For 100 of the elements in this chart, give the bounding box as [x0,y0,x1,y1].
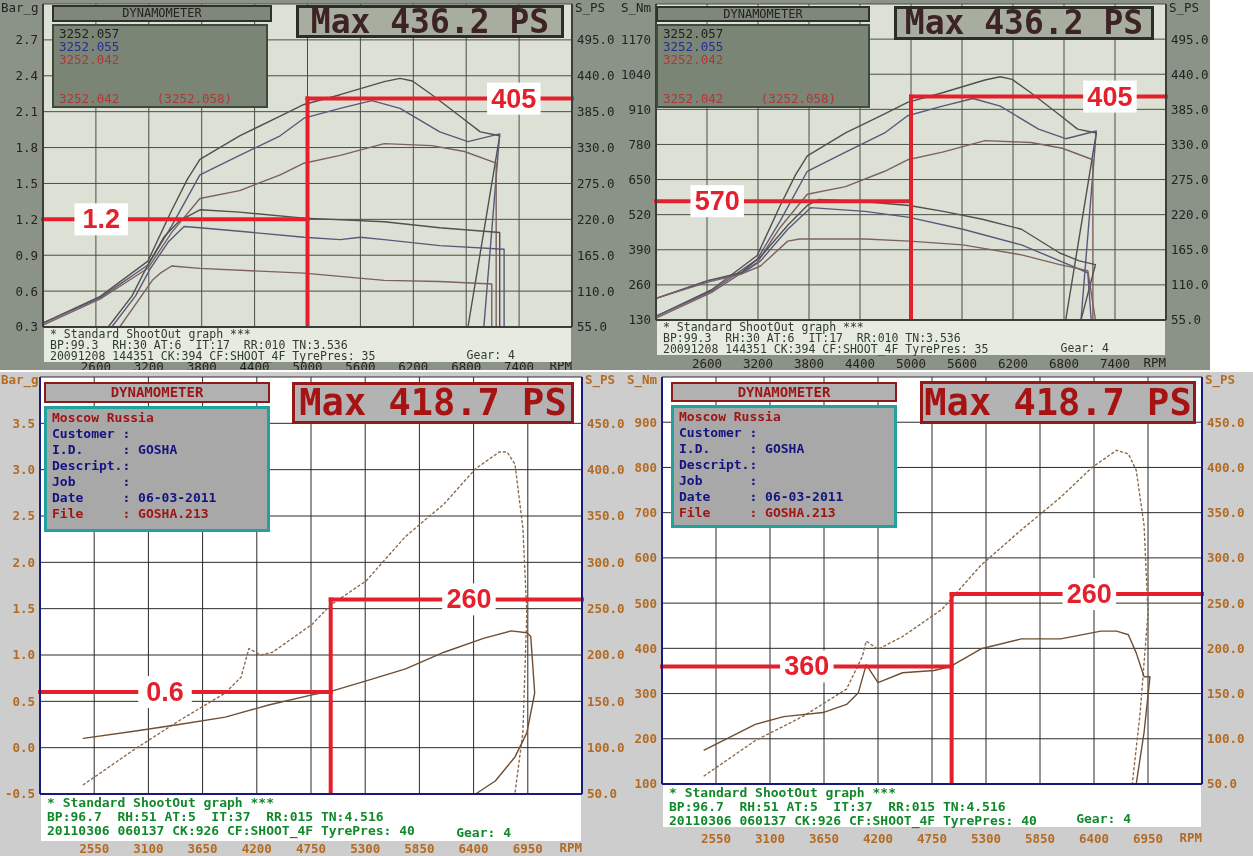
y-axis-title: S_Nm [621,0,652,15]
y-tick-label: 2.5 [12,508,35,524]
x-axis-title: RPM [1179,829,1202,847]
y-tick-label: 1170 [620,31,651,47]
y2-tick-label: 220.0 [577,211,615,227]
annotation: Moscow Russia [52,410,155,426]
text: * Standard ShootOut graph *** [47,795,275,810]
annotation: 3252.042 [663,52,725,67]
y-tick-label: 1.2 [15,211,38,227]
y-tick-label: 3.0 [12,462,35,478]
y-tick-label: 800 [634,459,657,475]
y-axis-title: Bar_g [1,0,39,15]
y2-tick-label: 450.0 [587,415,625,431]
y-tick-label: 0.0 [12,740,35,756]
annotation: Job : [52,474,132,490]
y2-tick-label: 385.0 [577,104,615,120]
y2-tick-label: 110.0 [577,283,615,299]
y-tick-label: 1.0 [12,647,35,663]
text: BP:96.7 RH:51 AT:5 IT:37 RR:015 TN:4.516 [669,799,1006,814]
y2-axis-title: S_PS [1205,372,1236,387]
x-tick-label: 3800 [793,355,825,371]
y2-tick-label: 350.0 [587,508,625,524]
annotation: File : GOSHA.213 [52,506,210,522]
y2-tick-label: 330.0 [1171,136,1209,152]
ref-line-label: 360 [784,651,830,682]
annotation: Descript.: [52,458,132,474]
x-tick-label: 6950 [1132,830,1164,846]
y-tick-label: 2.4 [15,68,38,84]
y-tick-label: 0.3 [15,319,38,335]
y-tick-label: 200 [634,731,657,747]
x-tick-label: 4200 [862,830,894,846]
text: * Standard ShootOut graph *** [669,785,897,800]
y-tick-label: 500 [634,595,657,611]
chart-title: Max 418.7 PS [292,381,574,424]
text: 20110306 060137 CK:926 CF:SHOOT_4F TyrePres: 40 [47,823,415,838]
y-tick-label: 1.8 [15,139,38,155]
text: BP:96.7 RH:51 AT:5 IT:37 RR:015 TN:4.516 [47,809,385,824]
y2-tick-label: 220.0 [1171,207,1209,223]
y-tick-label: 400 [634,640,657,656]
y-tick-label: 780 [628,136,651,152]
text: Gear: 4 [456,825,511,840]
y2-axis-title: S_PS [575,0,606,15]
y-tick-label: 2.0 [12,554,35,570]
y-axis-title: S_Nm [627,372,658,387]
y-tick-label: 2.7 [15,32,38,48]
y2-tick-label: 400.0 [587,462,625,478]
annotation: Date : 06-03-2011 [679,489,845,505]
x-tick-label: 5300 [350,840,381,856]
x-tick-label: 3100 [133,840,164,856]
y2-tick-label: 250.0 [1207,595,1245,611]
y2-tick-label: 275.0 [1171,171,1209,187]
annotation: 3252.042 (3252.058) [59,91,234,106]
y-tick-label: 650 [628,171,651,187]
x-tick-label: 4200 [241,840,272,856]
y-tick-label: 100 [634,776,657,792]
chart-title: Max 436.2 PS [894,3,1154,42]
y2-tick-label: 250.0 [587,601,625,617]
x-tick-label: 4400 [844,355,876,371]
annotation: I.D. : GOSHA [679,441,806,457]
y2-tick-label: 300.0 [587,554,625,570]
y2-tick-label: 150.0 [587,693,625,709]
x-tick-label: 5600 [946,355,978,371]
ref-line-label: 260 [1066,579,1112,610]
x-tick-label: 5300 [970,830,1002,846]
y2-axis-title: S_PS [585,372,616,387]
x-tick-label: 6400 [1078,830,1110,846]
x-tick-label: 3100 [754,830,786,846]
ref-line-label: 1.2 [82,204,120,235]
ref-line-label: 405 [491,83,537,114]
x-tick-label: 3200 [742,355,774,371]
y2-tick-label: 110.0 [1171,277,1209,293]
annotation: 3252.055 [663,39,725,54]
annotation: Job : [679,473,759,489]
x-tick-label: 2550 [79,840,110,856]
x-tick-label: 6800 [1048,355,1080,371]
y-tick-label: 1.5 [12,601,35,617]
y-tick-label: 1.5 [15,175,38,191]
y-tick-label: -0.5 [4,786,35,802]
y2-tick-label: 150.0 [1207,685,1245,701]
annotation: Customer : [52,426,132,442]
x-tick-label: 5850 [1024,830,1056,846]
annotation: 3252.057 [59,26,121,41]
y2-tick-label: 50.0 [1207,776,1238,792]
y2-tick-label: 450.0 [1207,414,1245,430]
x-tick-label: 3650 [187,840,218,856]
y2-tick-label: 50.0 [587,786,618,802]
text: 20110306 060137 CK:926 CF:SHOOT_4F TyrePres: 40 [669,813,1037,828]
y2-tick-label: 100.0 [1207,731,1245,747]
ref-line-label: 260 [446,584,492,615]
y-tick-label: 0.6 [15,283,38,299]
y2-tick-label: 55.0 [1171,312,1202,328]
y2-tick-label: 440.0 [577,68,615,84]
ref-line-label: 0.6 [146,677,184,708]
y-tick-label: 600 [634,550,657,566]
y2-tick-label: 400.0 [1207,459,1245,475]
y2-tick-label: 330.0 [577,139,615,155]
x-tick-label: 4750 [295,840,327,856]
y-tick-label: 1040 [620,66,651,82]
y2-tick-label: 165.0 [1171,242,1209,258]
y2-tick-label: 385.0 [1171,101,1209,117]
